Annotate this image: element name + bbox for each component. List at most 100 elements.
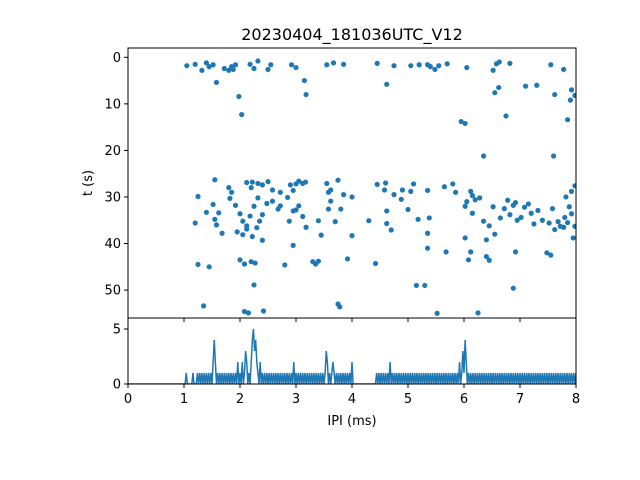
scatter-point	[303, 91, 309, 98]
scatter-point	[391, 63, 397, 69]
scatter-point	[539, 217, 546, 223]
scatter-point	[384, 81, 390, 87]
scatter-point	[216, 210, 222, 216]
y-tick-label: 0	[113, 51, 121, 66]
scatter-point	[552, 91, 558, 98]
x-tick-label: 8	[572, 392, 580, 407]
scatter-point	[492, 231, 498, 237]
scatter-point	[565, 117, 571, 123]
scatter-point	[425, 245, 431, 251]
scatter-point	[374, 181, 380, 187]
scatter-point	[391, 192, 397, 198]
scatter-point	[249, 179, 255, 185]
scatter-point	[241, 308, 248, 315]
scatter-point	[290, 242, 296, 248]
scatter-point	[324, 62, 330, 68]
hist-y-axis-ticks: 05	[113, 323, 128, 393]
scatter-point	[287, 182, 293, 188]
scatter-point	[257, 218, 263, 224]
scatter-point	[277, 203, 283, 209]
scatter-point	[293, 64, 299, 71]
scatter-point	[212, 216, 218, 222]
scatter-point	[469, 210, 475, 216]
scatter-point	[249, 233, 255, 240]
scatter-point	[226, 67, 232, 73]
scatter-point	[337, 304, 343, 310]
scatter-point	[383, 180, 389, 186]
scatter-point	[296, 203, 302, 209]
scatter-point	[247, 61, 253, 67]
scatter-point	[251, 65, 257, 72]
scatter-point	[192, 61, 198, 67]
scatter-point	[240, 218, 246, 224]
scatter-point	[219, 230, 225, 236]
scatter-point	[468, 249, 474, 255]
scatter-point	[496, 84, 502, 91]
histogram-axes-frame	[127, 317, 577, 385]
scatter-point	[501, 206, 507, 212]
scatter-point	[203, 60, 209, 66]
scatter-point	[477, 195, 483, 201]
scatter-point	[252, 260, 258, 266]
scatter-point	[496, 59, 502, 65]
scatter-point	[444, 61, 450, 67]
y-tick-label: 20	[104, 144, 121, 159]
scatter-point	[285, 194, 291, 201]
scatter-point	[481, 218, 487, 224]
x-tick-label: 2	[236, 392, 244, 407]
scatter-point	[201, 303, 207, 309]
scatter-point	[425, 187, 431, 194]
scatter-point	[332, 219, 338, 225]
scatter-point	[570, 235, 576, 241]
scatter-point	[512, 199, 519, 206]
scatter-point	[548, 62, 554, 68]
scatter-point	[514, 217, 520, 223]
scatter-point	[432, 66, 438, 73]
scatter-point	[313, 261, 319, 267]
scatter-point	[528, 210, 534, 216]
scatter-point	[213, 79, 220, 86]
scatter-point	[269, 198, 276, 204]
scatter-point	[328, 198, 334, 204]
y-tick-label: 10	[104, 97, 121, 112]
scatter-point	[411, 181, 417, 187]
scatter-point	[296, 178, 302, 184]
scatter-point	[268, 62, 274, 68]
scatter-point	[290, 187, 296, 194]
y-axis-label: t (s)	[81, 170, 96, 196]
scatter-point	[458, 118, 464, 125]
scatter-point	[441, 184, 447, 190]
scatter-point	[212, 177, 218, 183]
scatter-point	[265, 66, 271, 73]
scatter-point	[241, 261, 248, 267]
hist-y-tick-label: 5	[113, 323, 121, 338]
scatter-point	[398, 196, 404, 202]
scatter-point	[518, 214, 524, 221]
scatter-point	[453, 189, 459, 195]
scatter-point	[549, 206, 556, 212]
scatter-point	[523, 83, 529, 89]
scatter-point	[255, 195, 261, 201]
x-tick-label: 1	[180, 392, 188, 407]
scatter-point	[561, 66, 567, 73]
scatter-point	[381, 187, 388, 193]
scatter-point	[199, 67, 205, 73]
scatter-point	[464, 64, 470, 71]
scatter-point	[486, 223, 492, 229]
scatter-point	[462, 235, 468, 241]
scatter-point	[210, 201, 216, 208]
scatter-point	[237, 257, 243, 263]
scatter-point	[236, 93, 242, 100]
scatter-point	[239, 111, 245, 118]
scatter-point	[486, 257, 492, 263]
scatter-point	[206, 264, 212, 270]
scatter-point	[349, 194, 355, 200]
scatter-point	[366, 218, 372, 224]
scatter-point	[325, 206, 332, 212]
scatter-point	[450, 181, 456, 187]
scatter-point	[562, 214, 568, 221]
scatter-point	[247, 213, 253, 219]
scatter-point	[572, 223, 576, 229]
scatter-point	[259, 237, 265, 243]
scatter-point	[328, 187, 334, 193]
